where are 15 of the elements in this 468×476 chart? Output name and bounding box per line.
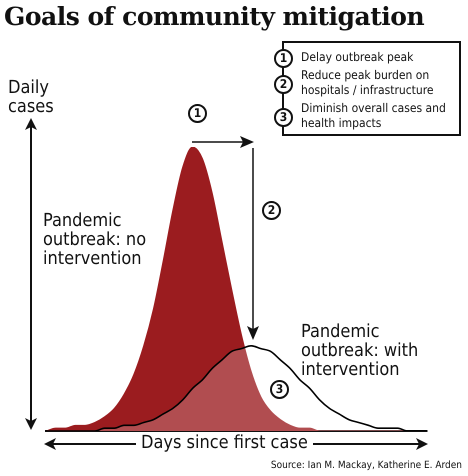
series-label: Pandemic outbreak: with intervention [301, 321, 420, 380]
text: Diminish overall cases and health impacts [301, 101, 447, 131]
text: 1 [280, 51, 288, 65]
y-axis-title: Daily cases [8, 77, 55, 117]
x-axis-title: Days since first case [136, 432, 313, 454]
annotation: 2 [262, 201, 281, 220]
source-note: Source: Ian M. Mackay, Katherine E. Arden [270, 460, 462, 471]
chart-title: Goals of community mitigation [4, 2, 424, 31]
text: 1 [188, 104, 207, 123]
text: Delay outbreak peak [301, 50, 414, 65]
text: Reduce peak burden on hospitals / infrastructure [301, 68, 435, 98]
annotation: 3 [270, 380, 289, 399]
text: 2 [280, 77, 288, 91]
series-label: Pandemic outbreak: no intervention [43, 210, 148, 269]
text: 3 [280, 110, 288, 124]
